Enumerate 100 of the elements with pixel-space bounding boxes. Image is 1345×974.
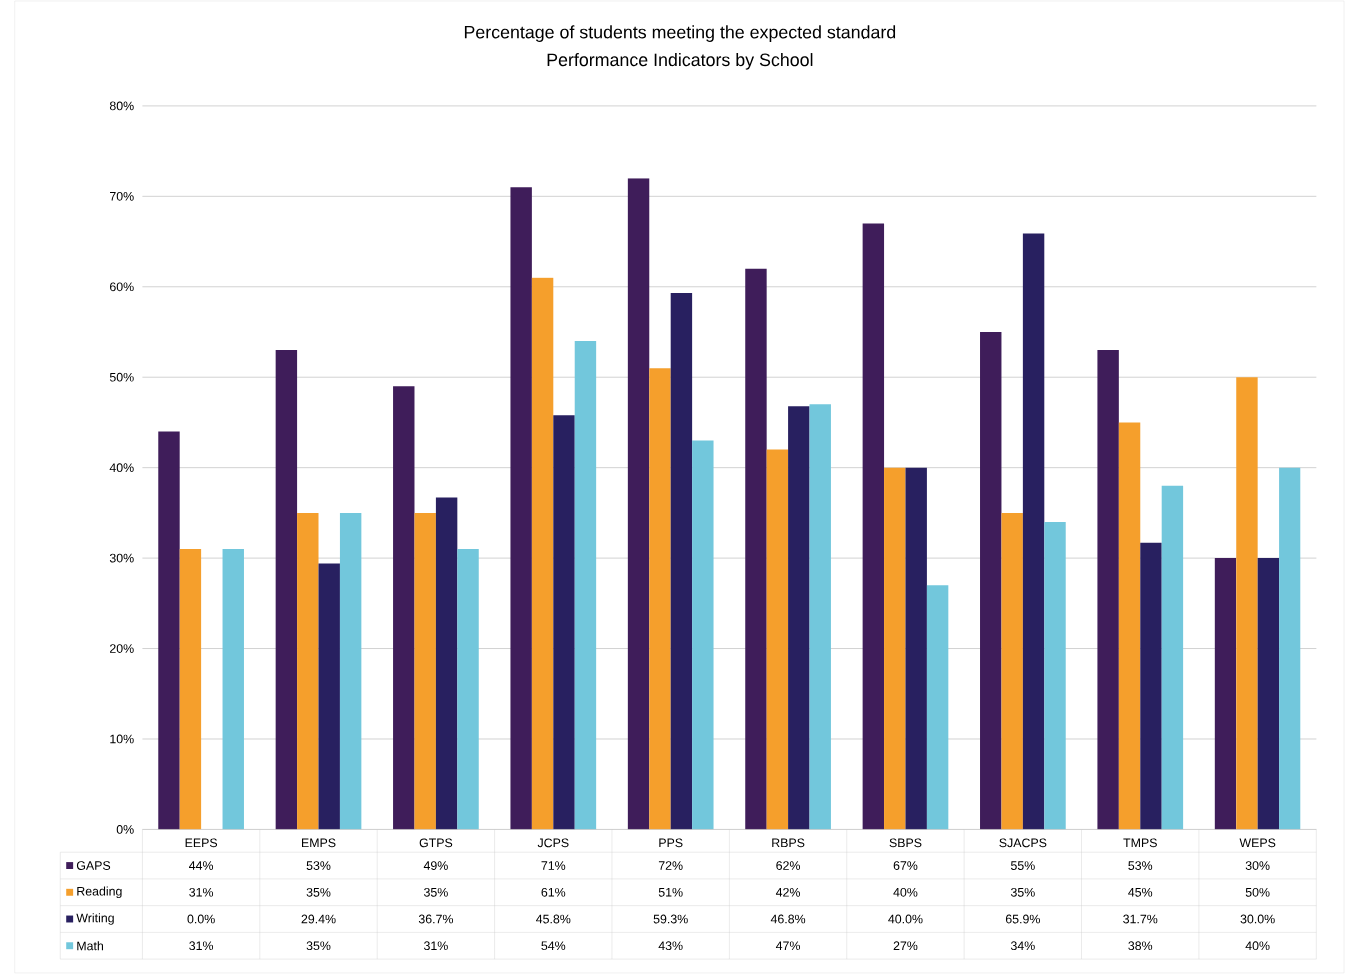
- data-label: 31%: [189, 941, 214, 951]
- y-tick-label: 0%: [116, 825, 134, 834]
- bar: [574, 341, 597, 830]
- data-label: 35%: [306, 941, 331, 951]
- x-tick-label: EMPS: [302, 838, 336, 848]
- data-label: 62%: [776, 861, 800, 870]
- data-label: 53%: [1128, 861, 1153, 870]
- bar: [553, 415, 575, 830]
- data-label: 27%: [893, 941, 918, 951]
- data-label: 35%: [306, 887, 331, 897]
- y-tick-label: 20%: [110, 644, 134, 653]
- data-label: 53%: [306, 861, 331, 870]
- data-label: 31.7%: [1123, 914, 1158, 924]
- bar: [1236, 377, 1258, 830]
- bar: [1022, 233, 1045, 830]
- y-tick-label: 30%: [109, 553, 134, 563]
- bar: [531, 277, 554, 830]
- data-label: 61%: [541, 887, 566, 897]
- bar: [1097, 350, 1119, 830]
- data-label: 35%: [1010, 887, 1035, 897]
- data-label: 49%: [423, 861, 448, 870]
- bar: [275, 350, 298, 830]
- bar: [1001, 512, 1023, 830]
- bar: [1279, 467, 1301, 830]
- data-label: 47%: [775, 941, 800, 951]
- data-label: 35%: [423, 887, 448, 897]
- data-label: 36.7%: [418, 914, 453, 924]
- y-tick-label: 80%: [109, 101, 134, 111]
- bar: [884, 467, 906, 830]
- data-label: 40%: [1245, 941, 1270, 951]
- data-label: 50%: [1245, 887, 1270, 897]
- bar: [393, 386, 415, 830]
- legend-label: Reading: [77, 886, 122, 899]
- bar: [1257, 558, 1280, 830]
- data-label: 46.8%: [770, 914, 806, 924]
- y-tick-label: 60%: [110, 282, 134, 292]
- legend-label: Writing: [76, 913, 114, 925]
- bar: [510, 187, 532, 830]
- legend-label: GAPS: [76, 861, 111, 870]
- data-label: 43%: [658, 941, 683, 951]
- bar: [1161, 485, 1184, 830]
- bar: [905, 467, 927, 830]
- bar: [692, 440, 714, 830]
- data-label: 40%: [893, 887, 918, 897]
- data-label: 45.8%: [536, 914, 571, 924]
- data-label: 54%: [541, 941, 566, 951]
- bar: [457, 549, 479, 830]
- bar: [766, 449, 789, 830]
- x-tick-label: RBPS: [772, 838, 805, 848]
- data-label: 55%: [1010, 861, 1035, 870]
- x-tick-label: PPS: [659, 838, 683, 848]
- data-label: 45%: [1128, 887, 1153, 897]
- bar: [318, 563, 340, 830]
- data-label: 71%: [541, 861, 566, 870]
- bar: [158, 431, 180, 830]
- bar: [179, 549, 202, 830]
- chart-title: Percentage of students meeting the expected standard: [464, 25, 896, 42]
- bar: [862, 223, 885, 830]
- bar: [1118, 422, 1141, 830]
- bar: [809, 404, 831, 830]
- data-label: 38%: [1128, 941, 1153, 951]
- x-tick-label: GTPS: [419, 838, 453, 848]
- data-label: 29.4%: [301, 914, 336, 924]
- bar: [435, 497, 458, 830]
- chart-subtitle: Performance Indicators by School: [547, 53, 813, 70]
- data-label: 0.0%: [187, 914, 215, 924]
- bar: [926, 585, 949, 830]
- legend-label: Math: [77, 941, 104, 951]
- bar: [649, 368, 671, 830]
- bar: [1214, 558, 1237, 830]
- y-tick-label: 40%: [109, 463, 134, 473]
- data-label: 72%: [658, 861, 683, 870]
- data-label: 44%: [189, 861, 214, 870]
- data-label: 65.9%: [1005, 914, 1040, 924]
- x-tick-label: SBPS: [889, 838, 922, 848]
- bar: [339, 512, 362, 830]
- x-tick-label: WEPS: [1239, 838, 1276, 848]
- data-label: 51%: [658, 887, 683, 897]
- data-label: 40.0%: [888, 914, 923, 924]
- bar: [627, 178, 650, 830]
- data-label: 59.3%: [653, 914, 688, 924]
- data-label: 67%: [893, 861, 918, 870]
- data-label: 34%: [1010, 941, 1035, 951]
- bar: [980, 332, 1002, 830]
- bar: [670, 293, 693, 830]
- data-label: 30.0%: [1240, 914, 1275, 924]
- y-tick-label: 70%: [110, 191, 134, 201]
- x-tick-label: EEPS: [185, 838, 218, 848]
- y-tick-label: 50%: [109, 372, 134, 382]
- bar: [414, 512, 436, 830]
- bar: [788, 406, 810, 830]
- data-label: 31%: [423, 941, 448, 951]
- x-tick-label: SJACPS: [999, 838, 1047, 848]
- bar: [745, 268, 767, 830]
- x-tick-label: TMPS: [1123, 838, 1157, 848]
- bar: [297, 512, 319, 830]
- y-tick-label: 10%: [110, 734, 134, 744]
- x-tick-label: JCPS: [537, 838, 569, 848]
- bar: [1044, 521, 1066, 830]
- bar: [222, 549, 244, 830]
